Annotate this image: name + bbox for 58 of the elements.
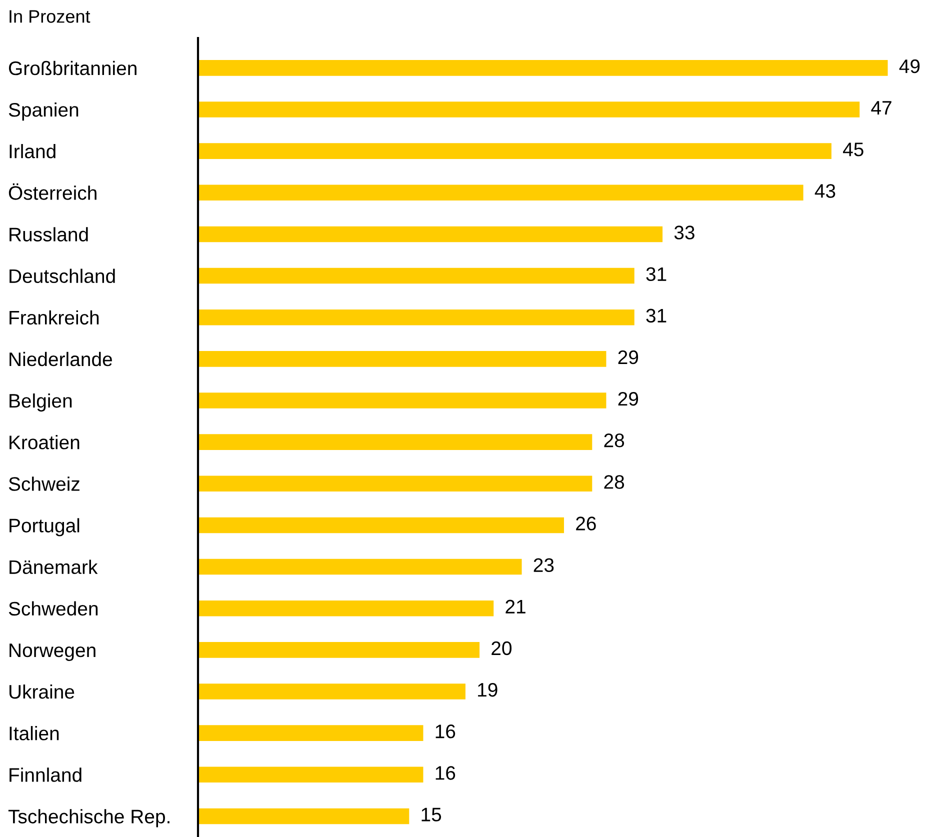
y-tick-label: Irland (10, 144, 56, 158)
y-tick-label: Schweiz (8, 476, 80, 491)
bar (198, 143, 832, 159)
bar (198, 558, 522, 575)
y-tick-label: Österreich (8, 183, 96, 200)
y-tick-label: Niederlande (10, 352, 112, 366)
bar (198, 392, 606, 408)
y-tick-label: Frankreich (10, 310, 99, 325)
y-tick-label: Schweden (8, 601, 98, 616)
data-label: 43 (814, 184, 836, 198)
data-label: 16 (436, 766, 456, 780)
data-label: 23 (534, 558, 554, 572)
data-label: 16 (436, 724, 456, 738)
bar (198, 642, 480, 658)
y-tick-label: Großbritannien (8, 60, 136, 76)
data-label: 19 (478, 682, 498, 697)
data-label: 20 (492, 641, 512, 656)
data-label: 29 (618, 392, 638, 406)
y-tick-label: Dänemark (10, 560, 98, 574)
data-label: 31 (646, 308, 666, 323)
bar (198, 808, 410, 824)
data-label: 28 (604, 475, 624, 489)
y-tick-label: Belgien (10, 393, 72, 412)
y-tick-label: Tschechische Rep. (8, 809, 170, 828)
data-label: 47 (871, 101, 892, 115)
bar (198, 725, 424, 741)
y-tick-label: Russland (10, 227, 88, 242)
bar (198, 600, 494, 616)
bar (198, 434, 592, 450)
y-tick-label: Finnland (10, 768, 82, 782)
y-tick-label: Kroatien (10, 435, 80, 450)
data-label: 29 (618, 350, 638, 364)
bar (198, 102, 860, 118)
bar (198, 184, 804, 201)
text: In Prozent (10, 10, 90, 23)
bar (198, 351, 606, 367)
data-label: 45 (843, 142, 864, 156)
bar (198, 268, 634, 284)
bar (198, 684, 466, 700)
bar (198, 60, 888, 76)
bar (198, 476, 592, 492)
y-tick-label: Deutschland (10, 268, 115, 284)
y-tick-label: Italien (10, 726, 59, 740)
bar (198, 226, 663, 242)
y-tick-label: Norwegen (10, 644, 96, 662)
data-label: 33 (674, 226, 694, 240)
y-tick-label: Ukraine (10, 684, 74, 699)
data-label: 49 (899, 59, 920, 74)
data-label: 21 (506, 600, 526, 614)
data-label: 15 (422, 808, 442, 822)
y-tick-label: Portugal (10, 518, 80, 536)
bar (198, 766, 424, 783)
bar (198, 309, 634, 326)
y-tick-label: Spanien (8, 102, 78, 121)
data-label: 26 (576, 516, 596, 530)
data-label: 31 (646, 267, 666, 282)
bar (198, 517, 564, 534)
data-label: 28 (604, 434, 624, 448)
